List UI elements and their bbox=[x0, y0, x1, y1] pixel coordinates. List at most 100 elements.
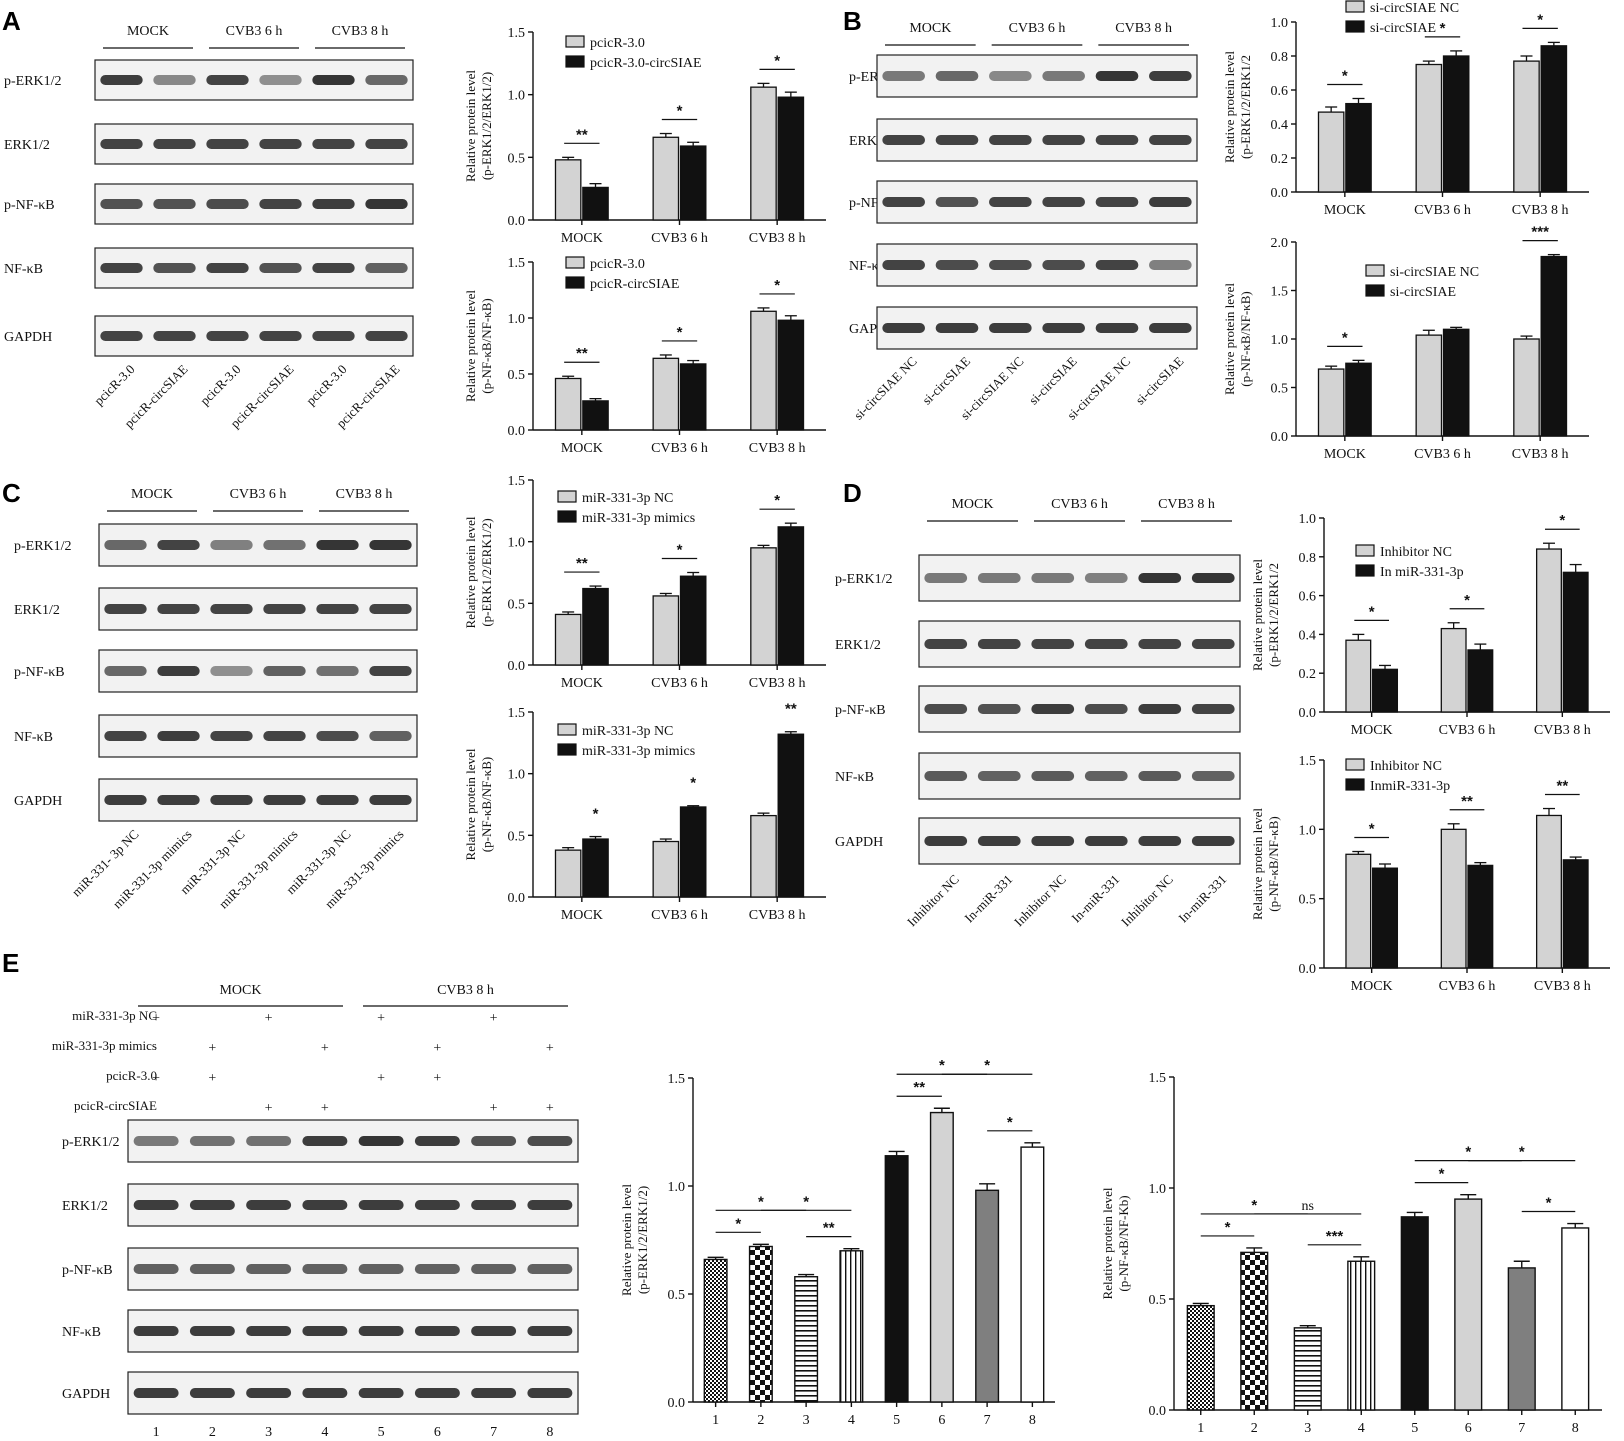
lane-number: 1 bbox=[153, 1425, 160, 1440]
significance-mark: * bbox=[677, 542, 683, 559]
blot-band bbox=[100, 75, 143, 85]
y-tick-label: 0.0 bbox=[1271, 186, 1289, 201]
y-axis-label: (p-ERK1/2/ERK1/2) bbox=[479, 518, 494, 626]
lane-label: In-miR-331 bbox=[961, 872, 1015, 926]
blot-row-label: GAPDH bbox=[14, 794, 62, 809]
y-tick-label: 1.0 bbox=[1271, 16, 1289, 31]
blot-band bbox=[1084, 836, 1128, 846]
y-tick-label: 0.2 bbox=[1271, 152, 1289, 167]
y-tick-label: 1.0 bbox=[1149, 1182, 1167, 1197]
blot-band bbox=[1138, 573, 1182, 583]
y-tick-label: 0.5 bbox=[668, 1288, 686, 1303]
bar bbox=[1415, 63, 1443, 193]
legend-entry: si-circSIAE bbox=[1370, 21, 1436, 36]
blot-band bbox=[189, 1136, 235, 1146]
blot-band bbox=[527, 1388, 573, 1398]
blot-group-label: CVB3 6 h bbox=[1051, 497, 1108, 512]
y-tick-label: 0.6 bbox=[1271, 84, 1289, 99]
lane-label: Inhibitor NC bbox=[904, 872, 962, 930]
blot-row-label: GAPDH bbox=[62, 1387, 110, 1402]
blot-band bbox=[935, 71, 979, 81]
blot-band bbox=[206, 199, 249, 209]
bar bbox=[750, 310, 777, 431]
chart-C-top: 0.0 0.5 1.0 1.5 MOCK ** CVB3 6 h * CVB3 8 h * Rela… bbox=[463, 474, 826, 691]
blot-band bbox=[210, 731, 253, 741]
blot-band bbox=[924, 771, 968, 781]
bar bbox=[1540, 255, 1568, 437]
y-axis-label: (p-ERK1/2/ERK1/2) bbox=[479, 72, 494, 180]
y-tick-label: 1.5 bbox=[1149, 1071, 1167, 1086]
legend-entry: pcicR-3.0 bbox=[590, 36, 645, 51]
significance-mark: * bbox=[1369, 603, 1375, 620]
blot-band bbox=[133, 1326, 179, 1336]
x-tick-label: CVB3 6 h bbox=[1439, 979, 1496, 994]
y-tick-label: 0.0 bbox=[1299, 706, 1317, 721]
significance-mark: * bbox=[1007, 1114, 1013, 1131]
blot-row-label: NF-κB bbox=[62, 1325, 101, 1340]
bar bbox=[1317, 111, 1345, 193]
significance-mark: * bbox=[1519, 1144, 1525, 1161]
blot-band bbox=[935, 135, 979, 145]
x-tick-label: 2 bbox=[1251, 1421, 1258, 1436]
blot-band bbox=[882, 197, 925, 207]
chart-A-bottom: 0.0 0.5 1.0 1.5 MOCK ** CVB3 6 h * CVB3 8 h * Rela… bbox=[463, 256, 826, 456]
legend-swatch bbox=[1355, 544, 1375, 557]
blot-band bbox=[414, 1326, 460, 1336]
blot-band bbox=[312, 199, 355, 209]
significance-mark: * bbox=[593, 806, 599, 823]
blot-band bbox=[1138, 836, 1182, 846]
y-axis-label: Relative protein level bbox=[463, 516, 478, 628]
y-axis-label: Relative protein level bbox=[463, 70, 478, 182]
significance-mark: * bbox=[1440, 20, 1446, 37]
blot-band bbox=[263, 731, 306, 741]
significance-mark: ** bbox=[1556, 778, 1568, 795]
significance-mark: * bbox=[758, 1193, 764, 1210]
chart-E-middle: 0.00.51.01.51 2 3 4 5 6 7 8** ****** **Relative p… bbox=[619, 1057, 1055, 1428]
legend-entry: Inhibitor NC bbox=[1380, 545, 1452, 560]
blot-band bbox=[1138, 704, 1182, 714]
blot-band bbox=[246, 1200, 292, 1210]
legend-swatch bbox=[1345, 20, 1365, 33]
significance-mark: ** bbox=[576, 126, 588, 143]
bar bbox=[1507, 1267, 1536, 1411]
y-tick-label: 0.5 bbox=[1149, 1293, 1167, 1308]
plus-sign: + bbox=[208, 1041, 216, 1056]
blot-band bbox=[882, 323, 925, 333]
blot-band bbox=[1084, 771, 1128, 781]
y-axis-label: Relative protein level bbox=[1222, 51, 1237, 163]
panel-letter: B bbox=[843, 6, 862, 36]
x-tick-label: CVB3 6 h bbox=[651, 231, 708, 246]
x-tick-label: CVB3 6 h bbox=[651, 676, 708, 691]
x-tick-label: 7 bbox=[1518, 1421, 1525, 1436]
blot-band bbox=[358, 1326, 404, 1336]
blot-group-label: MOCK bbox=[909, 21, 951, 36]
x-tick-label: CVB3 6 h bbox=[1414, 447, 1471, 462]
legend-swatch bbox=[1365, 264, 1385, 277]
blot-band bbox=[365, 263, 408, 273]
treatment-label: miR-331-3p NC bbox=[72, 1008, 157, 1023]
x-tick-label: 1 bbox=[712, 1413, 719, 1428]
legend-swatch bbox=[557, 510, 577, 523]
bar bbox=[1347, 1260, 1376, 1411]
significance-mark: * bbox=[1439, 1166, 1445, 1183]
blot-band bbox=[157, 604, 200, 614]
blot-band bbox=[977, 836, 1021, 846]
bar bbox=[975, 1189, 1000, 1403]
plus-sign: + bbox=[265, 1011, 273, 1026]
blot-band bbox=[259, 75, 302, 85]
bar bbox=[1372, 668, 1399, 713]
blot-panel-D: MOCK CVB3 6 h CVB3 8 h p-ERK1/2 ERK1/2 p-NF-κ… bbox=[835, 497, 1241, 930]
y-axis-label: Relative protein level bbox=[463, 748, 478, 860]
blot-band bbox=[1191, 639, 1235, 649]
bar bbox=[1415, 334, 1443, 437]
y-tick-label: 0.0 bbox=[1149, 1404, 1167, 1419]
y-tick-label: 1.0 bbox=[1299, 512, 1317, 527]
bar bbox=[679, 806, 707, 898]
significance-mark: * bbox=[774, 52, 780, 69]
y-axis-label: (p-ERK1/2/ERK1/2) bbox=[635, 1186, 650, 1294]
blot-row-label: ERK1/2 bbox=[835, 638, 881, 653]
blot-membrane bbox=[876, 54, 1198, 98]
x-tick-label: 6 bbox=[1465, 1421, 1472, 1436]
